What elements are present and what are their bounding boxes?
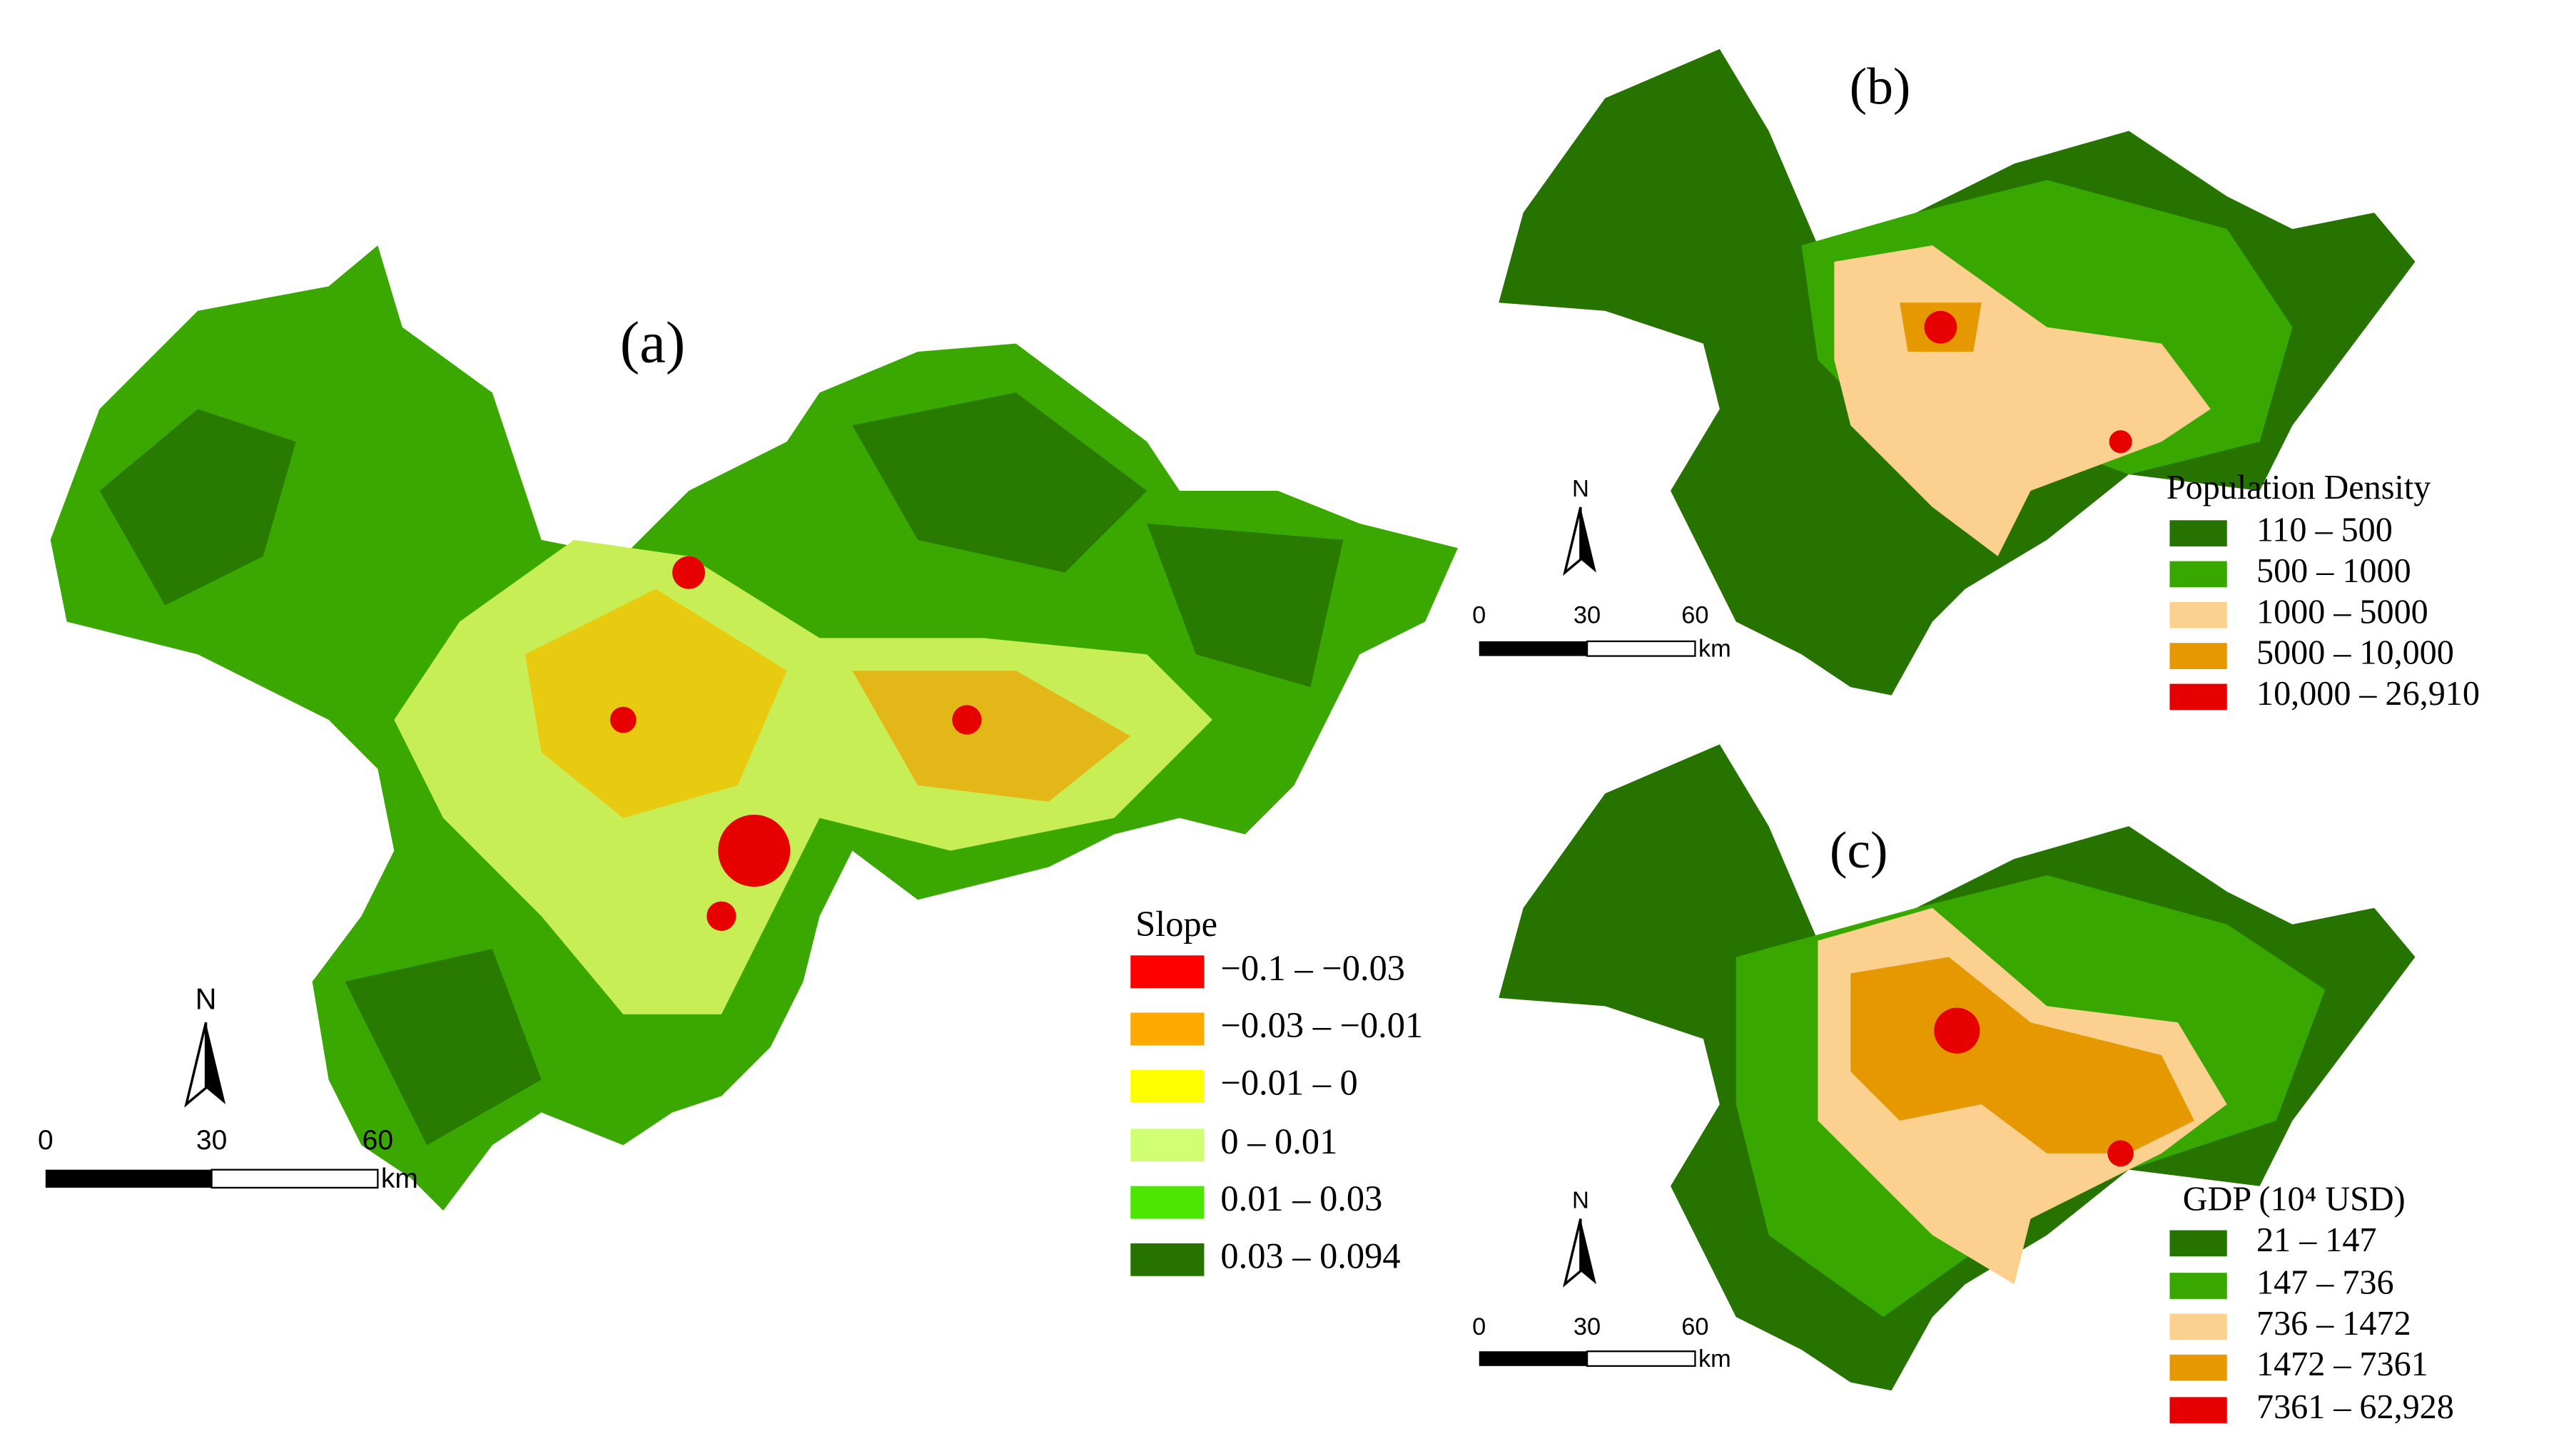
legend-title: Slope [1135, 904, 1217, 944]
legend-label: −0.01 – 0 [1220, 1062, 1357, 1102]
scale-label: 60 [1681, 1313, 1708, 1340]
scale-bar-white [1586, 1350, 1696, 1368]
legend-swatch [1130, 1012, 1205, 1046]
north-arrow-fill [206, 1022, 226, 1104]
legend-title: GDP (10⁴ USD) [2183, 1181, 2406, 1218]
scale-label: 30 [1574, 602, 1601, 629]
map-a [50, 245, 1458, 1211]
north-arrow [1563, 506, 1582, 576]
map-c [1499, 744, 2416, 1391]
map-b [1499, 49, 2416, 696]
scale-label: 60 [363, 1125, 393, 1156]
panel-label: (b) [1850, 57, 1911, 115]
north-label: N [1572, 475, 1589, 502]
north-arrow-fill [1580, 1218, 1596, 1285]
legend-swatch [2169, 683, 2227, 711]
legend-label: −0.1 – −0.03 [1220, 948, 1405, 988]
legend-label: 500 – 1000 [2256, 552, 2411, 590]
legend-swatch [2169, 643, 2227, 669]
legend-swatch [2169, 1354, 2227, 1381]
legend-swatch [2169, 520, 2227, 546]
legend-swatch [2169, 561, 2227, 588]
legend-swatch [2169, 1273, 2227, 1299]
legend-label: 21 – 147 [2256, 1221, 2377, 1259]
scale-bar-black [1479, 1351, 1588, 1366]
legend-label: 1472 – 7361 [2256, 1345, 2428, 1383]
scale-label: 30 [196, 1125, 227, 1156]
legend-swatch [2169, 1397, 2227, 1424]
scale-unit: km [1698, 636, 1731, 663]
legend-title: Population Density [2167, 469, 2431, 506]
legend-swatch [2169, 1313, 2227, 1340]
legend-label: 0 – 0.01 [1220, 1121, 1337, 1161]
legend-label: 110 – 500 [2256, 511, 2393, 549]
legend-label: 0.01 – 0.03 [1220, 1178, 1382, 1218]
legend-swatch [2169, 1230, 2227, 1257]
panel-label: (a) [620, 309, 686, 375]
legend-label: 5000 – 10,000 [2256, 634, 2454, 672]
legend-label: 736 – 1472 [2256, 1305, 2411, 1343]
scale-bar-white [211, 1169, 379, 1189]
legend-label: 0.03 – 0.094 [1220, 1236, 1400, 1276]
legend-swatch [1130, 955, 1205, 989]
scale-unit: km [381, 1164, 418, 1194]
scale-bar-black [1479, 641, 1588, 656]
legend-swatch [1130, 1069, 1205, 1103]
legend-label: 7361 – 62,928 [2256, 1388, 2454, 1426]
legend-swatch [1130, 1129, 1205, 1162]
legend-label: 147 – 736 [2256, 1264, 2394, 1302]
scale-bar-white [1586, 640, 1696, 657]
scale-unit: km [1698, 1345, 1731, 1373]
legend-swatch [1130, 1243, 1205, 1276]
scale-label: 30 [1574, 1313, 1601, 1340]
scale-bar-black [45, 1169, 212, 1188]
scale-label: 0 [1472, 602, 1486, 629]
north-label: N [1572, 1186, 1589, 1213]
legend-swatch [2169, 601, 2227, 628]
north-label: N [196, 982, 217, 1015]
legend-label: 1000 – 5000 [2256, 593, 2428, 631]
legend-label: 10,000 – 26,910 [2256, 675, 2480, 713]
north-arrow [1563, 1218, 1582, 1288]
legend-label: −0.03 – −0.01 [1220, 1005, 1423, 1045]
scale-label: 0 [38, 1125, 54, 1156]
scale-label: 60 [1681, 602, 1708, 629]
annotations: (a) Slope−0.1 – −0.03 −0.03 – −0.01 −0.01 –… [38, 57, 2480, 1426]
panel-label: (c) [1830, 821, 1887, 879]
legend-swatch [1130, 1186, 1205, 1219]
north-arrow [184, 1022, 208, 1108]
scale-label: 0 [1472, 1313, 1486, 1340]
north-arrow-fill [1580, 506, 1596, 573]
